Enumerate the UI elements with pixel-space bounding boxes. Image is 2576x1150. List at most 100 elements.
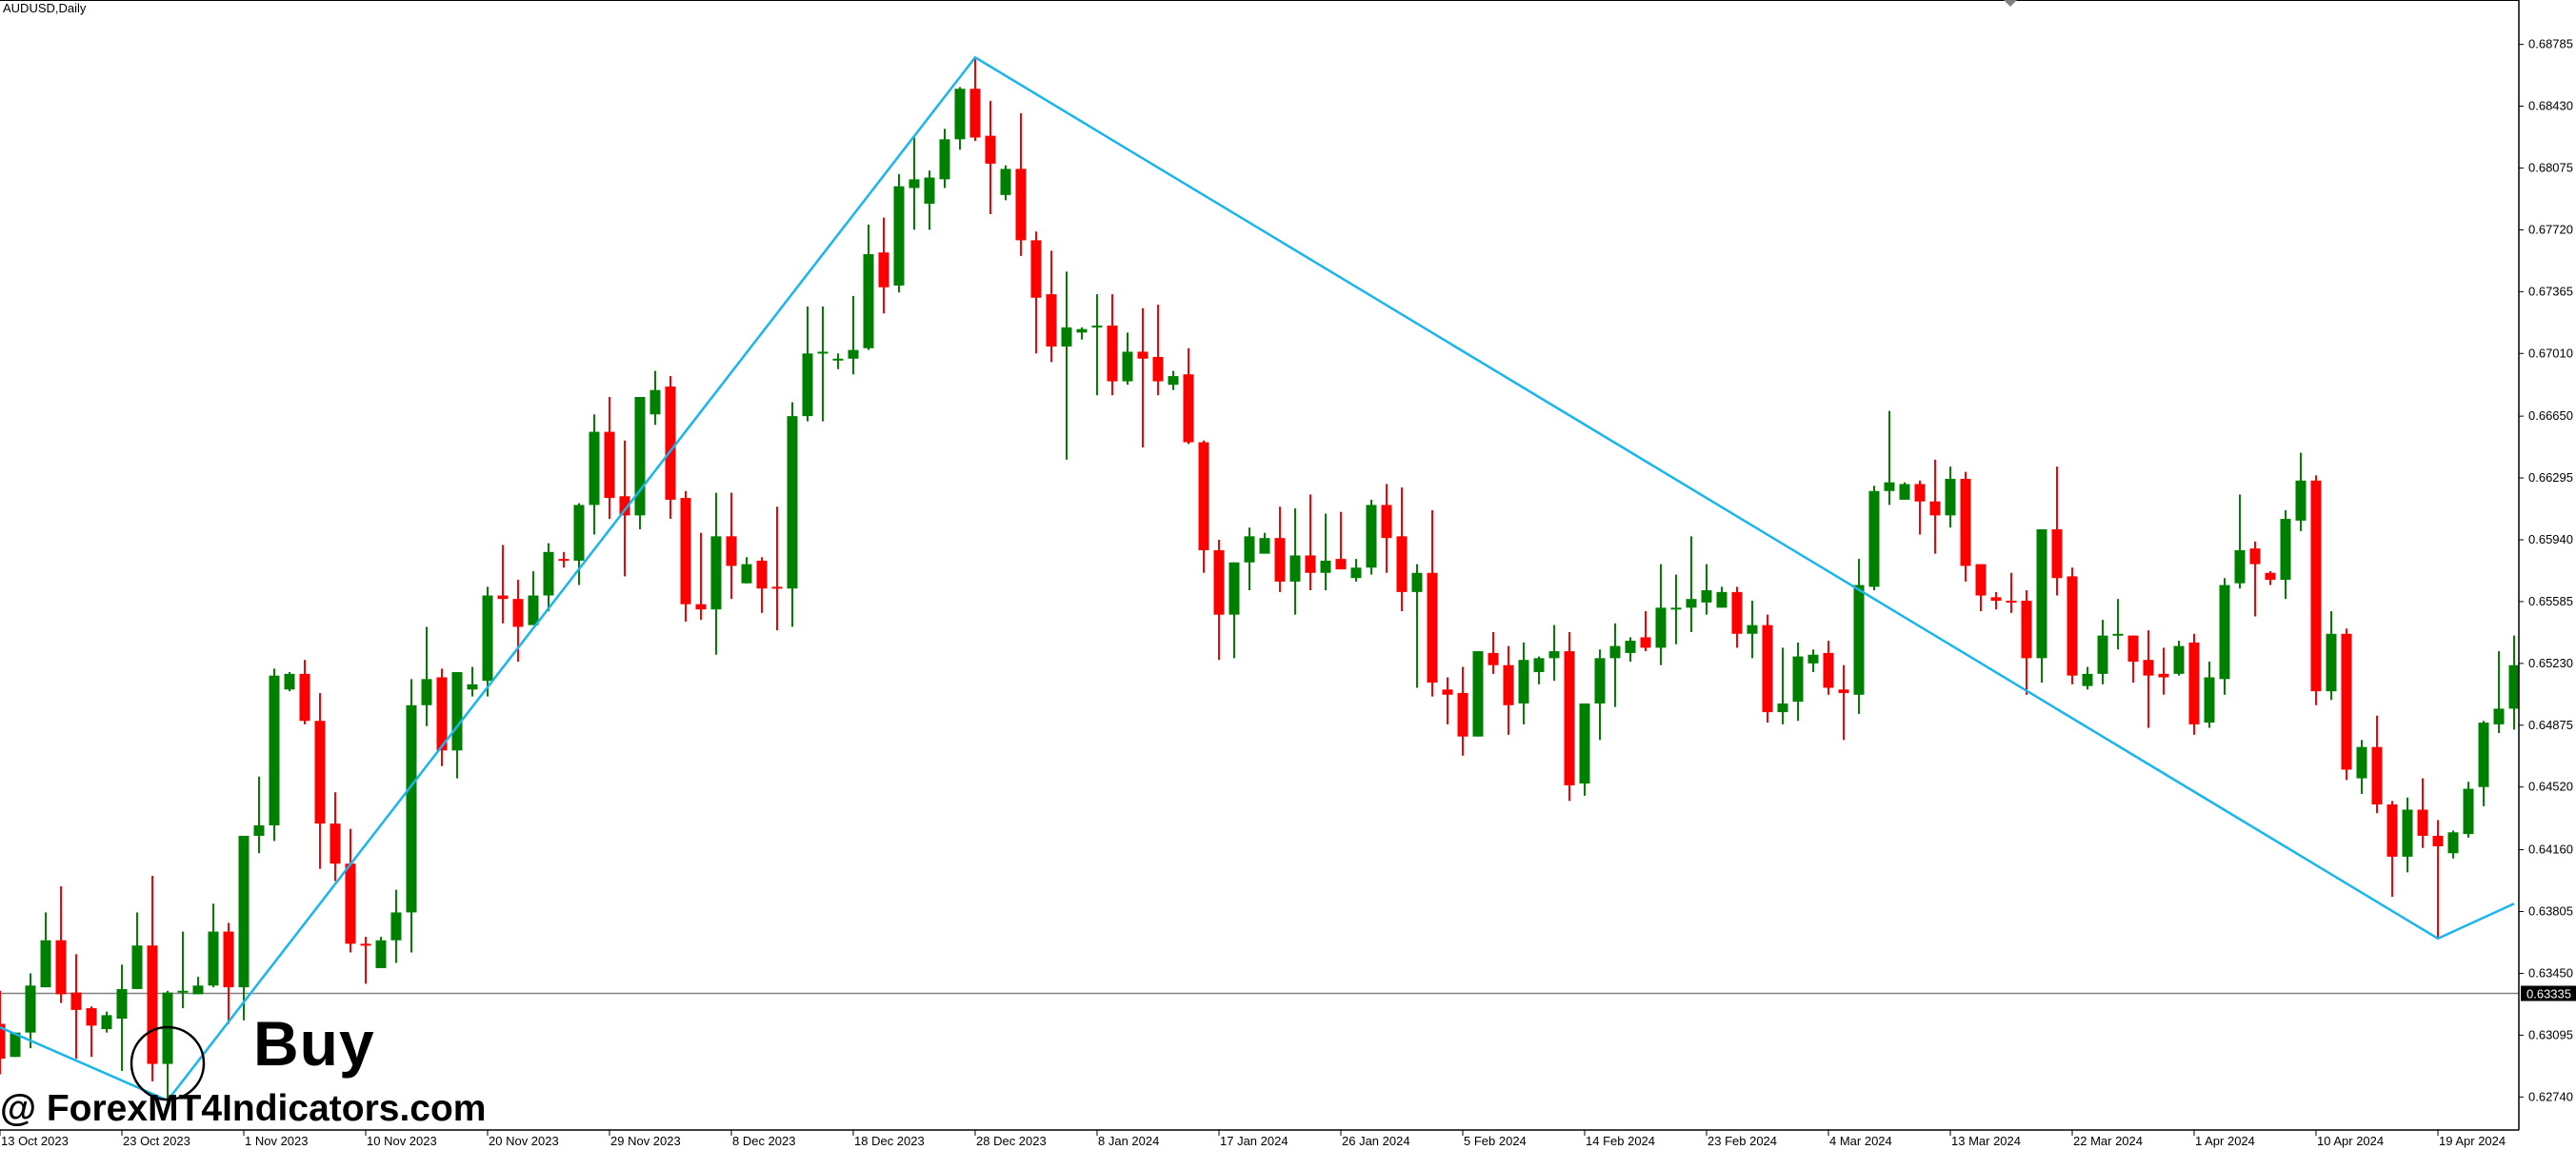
bull-candle bbox=[2493, 651, 2505, 734]
candle-body bbox=[2188, 642, 2200, 724]
candle-body bbox=[299, 673, 310, 722]
bull-candle bbox=[1868, 486, 1880, 591]
price-tick-label: 0.65230 bbox=[2528, 656, 2573, 670]
candle-body bbox=[482, 595, 493, 682]
candle-body bbox=[1244, 536, 1255, 563]
candle-body bbox=[604, 431, 615, 499]
bull-candle bbox=[1061, 271, 1072, 460]
bear-candle bbox=[695, 532, 707, 621]
date-tick-label: 20 Nov 2023 bbox=[489, 1134, 559, 1148]
candles-layer bbox=[0, 57, 2520, 1100]
bull-candle bbox=[1747, 601, 1758, 659]
bear-candle bbox=[2051, 466, 2063, 596]
bull-candle bbox=[162, 990, 173, 1100]
bear-candle bbox=[2249, 541, 2261, 617]
bull-candle bbox=[2036, 529, 2047, 683]
bear-candle bbox=[1488, 631, 1499, 674]
bear-candle bbox=[1823, 641, 1834, 695]
bull-candle bbox=[2097, 620, 2108, 684]
buy-signal-label: Buy bbox=[253, 1008, 375, 1079]
candle-wick bbox=[1066, 271, 1068, 460]
candle-wick bbox=[90, 1006, 92, 1058]
candle-body bbox=[2508, 664, 2520, 709]
candle-wick bbox=[2239, 494, 2241, 589]
bear-candle bbox=[299, 660, 310, 724]
candle-body bbox=[939, 139, 950, 180]
bear-candle bbox=[1929, 459, 1941, 554]
bear-candle bbox=[512, 580, 524, 663]
bull-candle bbox=[954, 87, 966, 150]
candle-body bbox=[238, 835, 250, 988]
candle-body bbox=[86, 1008, 97, 1026]
candle-body bbox=[634, 397, 646, 516]
candle-body bbox=[421, 679, 432, 705]
bear-candle bbox=[558, 551, 569, 568]
candle-wick bbox=[1340, 511, 1342, 570]
bull-candle bbox=[573, 503, 585, 585]
candle-body bbox=[1381, 505, 1392, 539]
bull-candle bbox=[848, 295, 859, 375]
bull-candle bbox=[1777, 647, 1788, 724]
bear-candle bbox=[2021, 590, 2032, 695]
candle-body bbox=[863, 254, 874, 348]
bear-candle bbox=[1183, 347, 1194, 445]
candle-body bbox=[1640, 637, 1651, 648]
candle-body bbox=[208, 931, 219, 986]
candle-body bbox=[406, 704, 417, 913]
candle-wick bbox=[1614, 623, 1616, 707]
candle-wick bbox=[2010, 572, 2012, 613]
bear-candle bbox=[1305, 494, 1316, 591]
candle-body bbox=[771, 586, 783, 589]
bear-candle bbox=[1137, 307, 1148, 448]
bear-candle bbox=[86, 1006, 97, 1058]
candle-body bbox=[1061, 327, 1072, 347]
bear-candle bbox=[1990, 591, 2002, 610]
candle-body bbox=[619, 496, 630, 516]
bull-candle bbox=[116, 964, 128, 1071]
candle-body bbox=[314, 721, 326, 824]
bear-candle bbox=[2006, 572, 2017, 613]
bear-candle bbox=[2143, 630, 2154, 728]
bull-candle bbox=[1625, 637, 1636, 663]
price-tick-label: 0.62740 bbox=[2528, 1089, 2573, 1103]
candle-body bbox=[2295, 480, 2306, 521]
chart-shift-triangle-icon bbox=[2004, 0, 2017, 7]
candle-body bbox=[1853, 585, 1865, 695]
candle-body bbox=[1152, 356, 1164, 382]
candle-body bbox=[1030, 240, 1042, 298]
bull-candle bbox=[1259, 532, 1270, 554]
candle-body bbox=[1823, 652, 1834, 688]
date-tick-label: 18 Dec 2023 bbox=[854, 1134, 925, 1148]
candle-body bbox=[954, 89, 966, 140]
bear-candle bbox=[2386, 801, 2398, 897]
candle-wick bbox=[1081, 327, 1083, 340]
bull-candle bbox=[467, 666, 478, 697]
candle-body bbox=[2067, 576, 2078, 676]
candle-body bbox=[436, 677, 448, 751]
candle-wick bbox=[2254, 541, 2256, 617]
bear-candle bbox=[314, 692, 326, 869]
bull-candle bbox=[649, 370, 661, 426]
bull-candle bbox=[2082, 666, 2093, 690]
candle-body bbox=[2432, 835, 2444, 846]
current-price-label: 0.63335 bbox=[2526, 986, 2571, 1001]
bear-candle bbox=[2417, 778, 2428, 848]
buy-signal-circle bbox=[130, 1025, 206, 1101]
candle-body bbox=[1015, 169, 1027, 241]
bull-candle bbox=[528, 570, 539, 625]
bull-candle bbox=[192, 977, 204, 995]
price-tick-label: 0.67010 bbox=[2528, 346, 2573, 360]
price-tick-label: 0.64520 bbox=[2528, 780, 2573, 794]
candle-body bbox=[558, 559, 569, 562]
candle-body bbox=[1914, 484, 1926, 502]
candle-body bbox=[2097, 635, 2108, 674]
bull-candle bbox=[1716, 586, 1727, 608]
candle-body bbox=[969, 89, 981, 138]
candle-body bbox=[131, 945, 143, 989]
bear-candle bbox=[1396, 487, 1408, 611]
candle-wick bbox=[1888, 410, 1890, 506]
bull-candle bbox=[177, 931, 189, 1009]
bull-candle bbox=[1701, 564, 1712, 615]
bull-candle bbox=[2280, 509, 2291, 600]
candle-body bbox=[2112, 633, 2124, 636]
